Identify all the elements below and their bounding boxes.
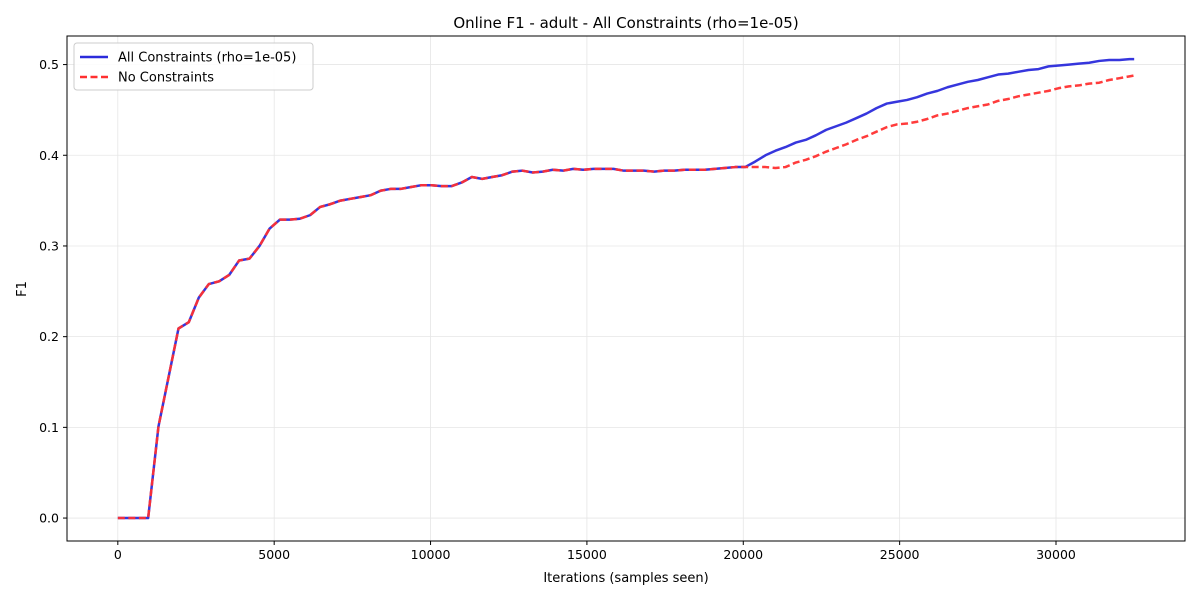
x-tick-label: 0 (114, 547, 122, 562)
x-tick-label: 20000 (723, 547, 763, 562)
x-axis-label: Iterations (samples seen) (543, 571, 708, 586)
y-tick-label: 0.3 (39, 238, 59, 253)
legend: All Constraints (rho=1e-05) No Constrain… (73, 42, 314, 91)
series-line-no-constraints (117, 74, 1135, 520)
x-tick-label: 25000 (880, 547, 920, 562)
grid (67, 36, 1185, 541)
y-tick-label: 0.5 (39, 57, 59, 72)
y-axis-label: F1 (15, 281, 30, 297)
y-tick-label: 0.4 (39, 148, 59, 163)
chart-title: Online F1 - adult - All Constraints (rho… (453, 14, 798, 32)
legend-box (73, 42, 314, 91)
series-group (117, 57, 1135, 520)
y-tick-label: 0.2 (39, 329, 59, 344)
legend-label-all-constraints: All Constraints (rho=1e-05) (118, 51, 296, 66)
y-tick-label: 0.0 (39, 511, 59, 526)
y-tick-label: 0.1 (39, 420, 59, 435)
x-tick-label: 30000 (1036, 547, 1076, 562)
legend-label-no-constraints: No Constraints (118, 71, 214, 86)
x-tick-label: 5000 (258, 547, 290, 562)
plot-area-frame (66, 35, 1186, 542)
axis-ticks: 0 5000 10000 15000 20000 25000 30000 0.0 0.1 0.2 0… (39, 57, 1076, 562)
x-tick-label: 15000 (567, 547, 607, 562)
x-tick-label: 10000 (411, 547, 451, 562)
